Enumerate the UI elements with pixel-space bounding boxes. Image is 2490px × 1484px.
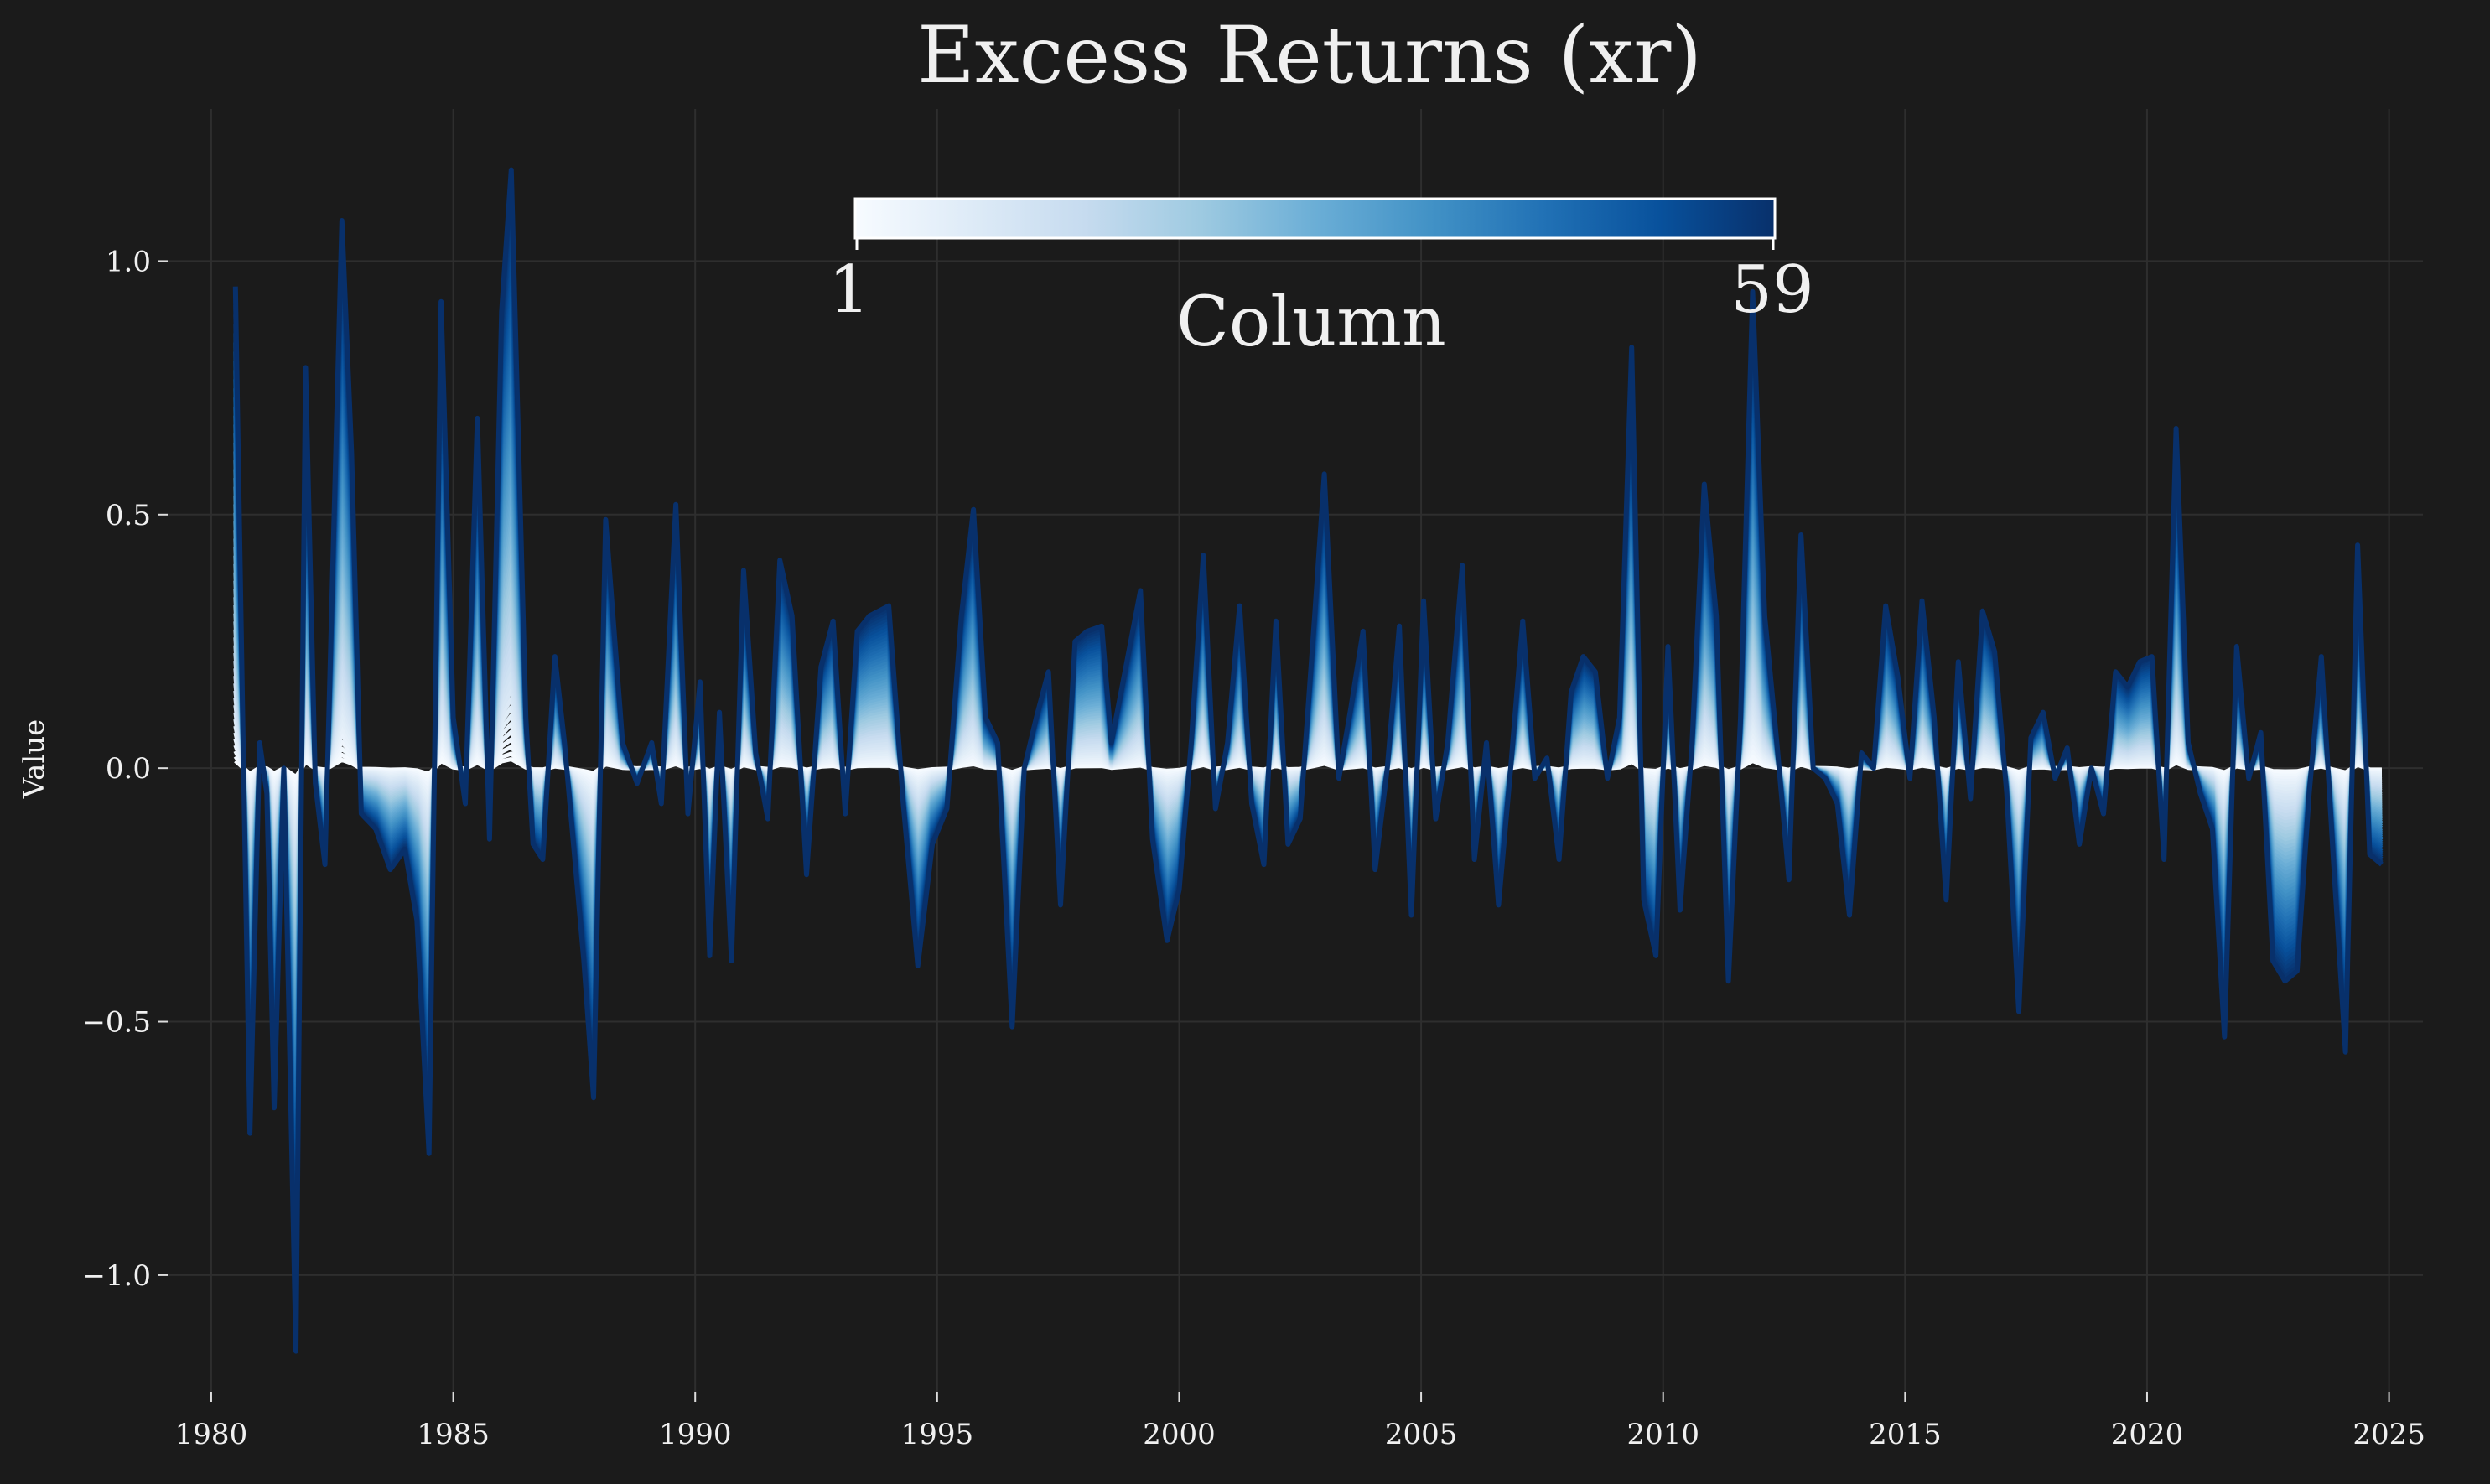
x-tick-label: 2015 <box>1869 1418 1942 1451</box>
x-tick-label: 2010 <box>1626 1418 1699 1451</box>
y-tick-label: 1.0 <box>106 245 151 278</box>
y-tick-label: −0.5 <box>81 1006 151 1040</box>
x-tick-label: 2020 <box>2111 1418 2184 1451</box>
y-axis-label: Value <box>18 719 51 800</box>
x-tick-label: 2025 <box>2353 1418 2425 1451</box>
y-tick-label: 0.0 <box>106 752 151 786</box>
series-lines <box>232 167 2384 1354</box>
colorbar-label: Column <box>1176 283 1446 362</box>
y-tick-label: −1.0 <box>81 1259 151 1293</box>
colorbar: 1 59 Column <box>828 197 1814 362</box>
colorbar-gradient <box>853 197 1777 240</box>
chart-title: Excess Returns (xr) <box>917 10 1702 101</box>
x-tick-label: 1995 <box>901 1418 974 1451</box>
y-tick-label: 0.5 <box>106 499 151 532</box>
x-tick-label: 2005 <box>1385 1418 1458 1451</box>
x-tick-label: 1980 <box>175 1418 248 1451</box>
x-tick-label: 2000 <box>1143 1418 1216 1451</box>
colorbar-max-label: 59 <box>1730 252 1813 328</box>
series-line-column-59 <box>232 167 2384 1354</box>
colorbar-min-label: 1 <box>828 252 870 328</box>
x-tick-label: 1985 <box>417 1418 490 1451</box>
x-tick-label: 1990 <box>659 1418 732 1451</box>
axes: 1980 1985 1990 1995 2000 2005 2010 2015 2020 2025… <box>81 245 2425 1451</box>
